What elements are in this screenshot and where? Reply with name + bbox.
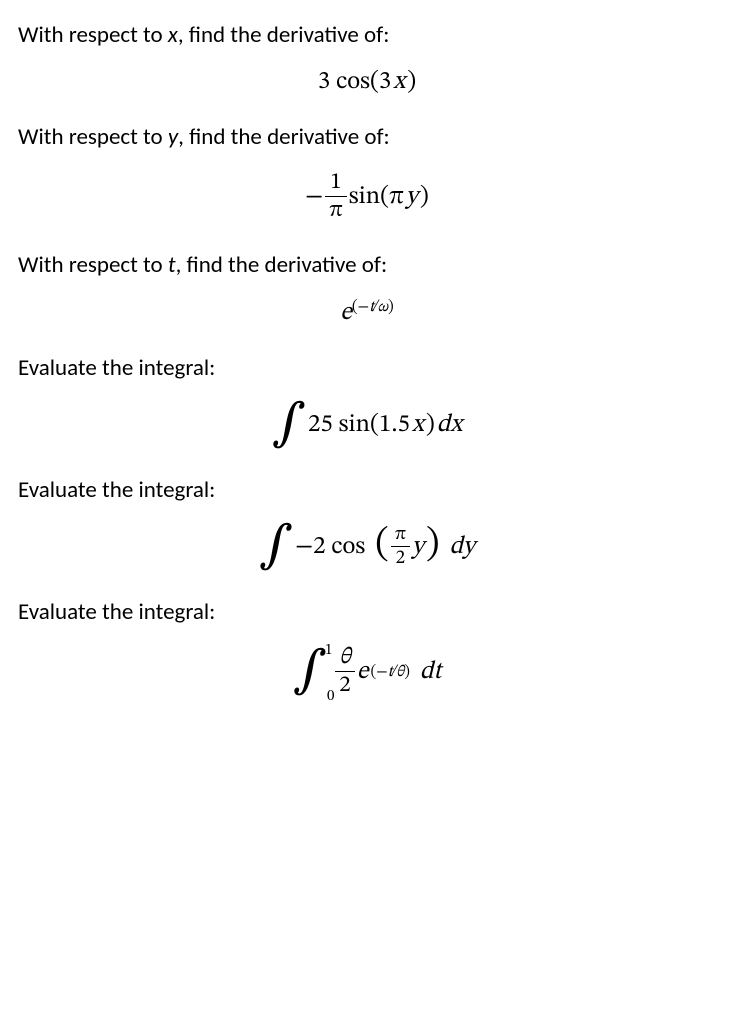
formula-2-after: sin(π bbox=[349, 184, 404, 209]
prompt-3-pre: With respect to bbox=[18, 251, 168, 279]
prompt-1: With respect to x, find the derivative o… bbox=[18, 20, 716, 51]
prompt-2-var: y bbox=[168, 123, 178, 151]
formula-3: e(−t⁄ω) bbox=[18, 299, 716, 325]
formula-4-post: ) bbox=[426, 412, 435, 437]
prompt-1-pre: With respect to bbox=[18, 21, 168, 49]
document-page: With respect to x, find the derivative o… bbox=[0, 0, 734, 755]
formula-1-pre: 3 cos(3 bbox=[318, 69, 391, 94]
formula-1: 3 cos(3x) bbox=[18, 69, 716, 94]
formula-4: ∫ 25 sin(1.5x) dx bbox=[18, 402, 716, 447]
formula-2: − 1 π sin(πy) bbox=[18, 171, 716, 222]
definite-integral: ∫ 1 0 bbox=[293, 649, 333, 694]
prompt-3: With respect to t, find the derivative o… bbox=[18, 250, 716, 281]
formula-3-base: e bbox=[340, 300, 352, 325]
integral-sign-icon: ∫ bbox=[259, 524, 293, 569]
prompt-1-var: x bbox=[168, 21, 178, 49]
formula-6-sup-den: θ bbox=[396, 664, 404, 680]
integral-upper-limit: 1 bbox=[325, 643, 332, 658]
prompt-6-text: Evaluate the integral: bbox=[18, 598, 215, 626]
formula-6-frac: θ 2 bbox=[335, 646, 355, 697]
prompt-2-pre: With respect to bbox=[18, 123, 168, 151]
integral-sign-icon: ∫ bbox=[272, 402, 306, 447]
formula-5-innerfrac: π 2 bbox=[391, 525, 410, 568]
prompt-5: Evaluate the integral: bbox=[18, 475, 716, 506]
formula-2-frac: 1 π bbox=[325, 171, 347, 222]
prompt-2: With respect to y, find the derivative o… bbox=[18, 122, 716, 153]
formula-4-coef: 25 sin(1.5 bbox=[308, 412, 410, 437]
formula-3-sup-close: ) bbox=[388, 299, 394, 315]
prompt-5-text: Evaluate the integral: bbox=[18, 476, 215, 504]
prompt-3-post: , find the derivative of: bbox=[176, 251, 388, 279]
formula-3-sup-den: ω bbox=[377, 299, 388, 315]
integral-sign-icon: ∫ bbox=[293, 649, 327, 694]
formula-6-exp: (−t⁄θ) bbox=[370, 664, 410, 680]
formula-6-base: e bbox=[357, 659, 369, 684]
formula-1-var: x bbox=[393, 69, 405, 94]
formula-4-var: x bbox=[412, 412, 424, 437]
formula-6-num: θ bbox=[335, 646, 355, 672]
formula-6-dvar: dt bbox=[420, 659, 441, 684]
formula-2-neg: − bbox=[305, 184, 323, 209]
prompt-2-post: , find the derivative of: bbox=[178, 123, 390, 151]
prompt-6: Evaluate the integral: bbox=[18, 597, 716, 628]
prompt-4: Evaluate the integral: bbox=[18, 353, 716, 384]
prompt-4-text: Evaluate the integral: bbox=[18, 354, 215, 382]
formula-5-dvar: dy bbox=[450, 534, 476, 559]
formula-3-exp: (−t⁄ω) bbox=[352, 299, 394, 315]
formula-2-den: π bbox=[325, 197, 347, 222]
formula-6-sup-close: ) bbox=[404, 664, 410, 680]
formula-5-inner-num: π bbox=[391, 525, 410, 547]
formula-6-sup-open: (− bbox=[370, 664, 387, 680]
formula-6-den: 2 bbox=[335, 672, 355, 697]
formula-5: ∫ −2 cos ( π 2 y ) dy bbox=[18, 524, 716, 569]
prompt-1-post: , find the derivative of: bbox=[178, 21, 390, 49]
integral-lower-limit: 0 bbox=[327, 689, 334, 704]
formula-5-coef: −2 cos bbox=[295, 534, 365, 559]
formula-2-post: ) bbox=[420, 184, 429, 209]
formula-2-var: y bbox=[406, 184, 418, 209]
formula-4-dvar: dx bbox=[437, 412, 462, 437]
formula-5-inner-den: 2 bbox=[391, 547, 410, 568]
formula-1-post: ) bbox=[407, 69, 416, 94]
formula-6: ∫ 1 0 θ 2 e(−t⁄θ) dt bbox=[18, 646, 716, 697]
formula-5-innervar: y bbox=[412, 534, 424, 559]
formula-3-sup-open: (− bbox=[352, 299, 369, 315]
prompt-3-var: t bbox=[168, 251, 176, 279]
formula-2-num: 1 bbox=[325, 171, 347, 197]
